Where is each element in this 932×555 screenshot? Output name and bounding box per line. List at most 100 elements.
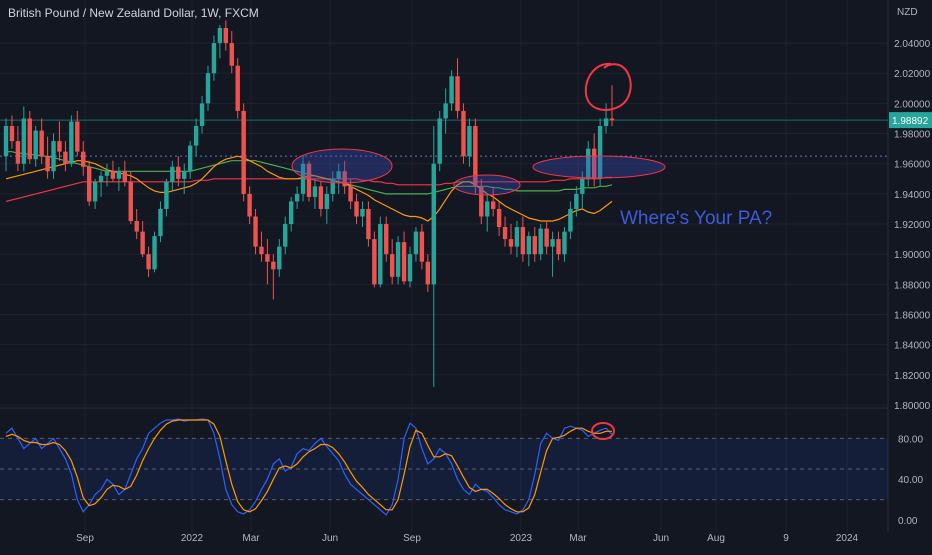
- candle-body: [603, 118, 609, 127]
- zone-ellipse: [453, 174, 521, 196]
- candle-body: [235, 65, 240, 111]
- time-tick-label: Mar: [242, 533, 260, 544]
- price-tick-label: 1.86000: [894, 311, 931, 322]
- candle-body: [211, 43, 217, 74]
- time-tick-label: Jun: [653, 533, 669, 544]
- price-tick-label: 1.90000: [894, 250, 931, 261]
- candle-body: [69, 121, 74, 164]
- candle-body: [562, 231, 567, 255]
- candle-body: [384, 224, 389, 255]
- wick-highlight-circle: [584, 62, 632, 111]
- candle-body: [9, 126, 15, 142]
- candle-body: [15, 141, 21, 164]
- candle-body: [33, 130, 38, 160]
- candle-body: [330, 178, 335, 194]
- candle-body: [496, 208, 502, 228]
- candle-body: [134, 221, 139, 232]
- candle-body: [170, 166, 175, 182]
- candle-body: [259, 246, 264, 255]
- stoch-tick-label: 40.00: [898, 475, 923, 486]
- candle-body: [336, 171, 341, 179]
- candle-body: [318, 186, 324, 209]
- candle-body: [158, 208, 163, 237]
- candle-body: [253, 216, 258, 247]
- candle-body: [378, 224, 383, 285]
- last-price-tag: [889, 112, 932, 129]
- price-tick-label: 1.84000: [894, 341, 931, 352]
- candle-body: [360, 208, 365, 217]
- candle-body: [526, 236, 532, 255]
- stoch-tick-label: 0.00: [898, 516, 918, 527]
- currency-label: NZD: [897, 7, 918, 18]
- chart-title: British Pound / New Zealand Dollar, 1W, …: [8, 6, 259, 20]
- candle-body: [63, 151, 68, 164]
- candle-body: [110, 171, 116, 179]
- candle-body: [568, 208, 573, 232]
- candle-body: [164, 181, 169, 209]
- candle-body: [372, 239, 377, 285]
- candle-body: [122, 171, 128, 182]
- supply-zone-ellipse: [291, 148, 393, 184]
- candle-body: [283, 224, 288, 247]
- candle-body: [348, 186, 353, 202]
- time-tick-label: Sep: [403, 533, 421, 544]
- candle-body: [354, 201, 359, 217]
- price-tick-label: 1.82000: [894, 371, 931, 382]
- candle-body: [229, 43, 234, 66]
- candle-body: [217, 28, 223, 44]
- candle-body: [182, 171, 187, 179]
- candle-body: [467, 126, 472, 157]
- candle-body: [413, 231, 419, 255]
- candle-body: [205, 73, 211, 104]
- candle-body: [556, 239, 561, 255]
- annotation-text: Where's Your PA?: [620, 208, 772, 229]
- time-tick-label: Mar: [569, 533, 587, 544]
- candle-body: [443, 103, 448, 119]
- candle-body: [294, 193, 300, 202]
- candle-body: [300, 163, 306, 194]
- candle-body: [461, 110, 466, 157]
- candle-body: [597, 126, 603, 179]
- candle-body: [473, 126, 478, 187]
- candle-body: [21, 118, 27, 164]
- price-tick-label: 1.96000: [894, 160, 931, 171]
- candle-body: [176, 166, 181, 179]
- candle-body: [193, 126, 199, 146]
- candle-body: [104, 171, 110, 176]
- candle-body: [199, 103, 205, 127]
- candle-body: [455, 76, 460, 111]
- candle-body: [3, 126, 9, 157]
- candle-body: [366, 208, 371, 240]
- candle-body: [479, 186, 484, 217]
- stoch-tick-label: 80.00: [898, 434, 923, 445]
- stoch-highlight-circle: [591, 422, 615, 440]
- candle-body: [128, 181, 133, 222]
- candle-body: [265, 254, 270, 262]
- price-tick-label: 2.00000: [894, 99, 931, 110]
- candle-body: [324, 193, 330, 209]
- price-tick-label: 1.80000: [894, 401, 931, 412]
- candle-body: [580, 178, 585, 194]
- candle-body: [57, 141, 62, 152]
- candle-body: [152, 236, 157, 270]
- candle-body: [39, 130, 44, 157]
- price-tick-label: 1.88000: [894, 280, 931, 291]
- candle-body: [116, 171, 122, 179]
- candle-body: [45, 156, 50, 172]
- price-tick-label: 2.02000: [894, 69, 931, 80]
- price-tick-label: 1.92000: [894, 220, 931, 231]
- candle-body: [277, 246, 282, 270]
- candle-body: [401, 242, 407, 282]
- price-tick-label: 2.04000: [894, 39, 931, 50]
- time-tick-label: 9: [783, 533, 789, 544]
- candle-body: [223, 28, 229, 44]
- candle-body: [591, 148, 597, 179]
- candle-body: [86, 166, 92, 202]
- candle-body: [395, 242, 401, 277]
- candle-body: [550, 239, 555, 247]
- last-price-label: 1.98892: [892, 116, 929, 127]
- candle-body: [431, 163, 436, 285]
- candle-body: [146, 254, 151, 270]
